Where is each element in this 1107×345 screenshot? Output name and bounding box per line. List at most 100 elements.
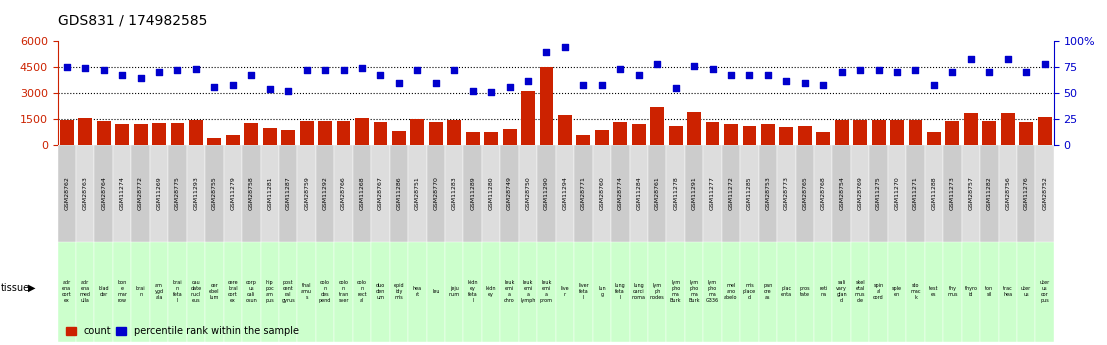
Point (815, 82, 832, 88)
Bar (558, 115, 572, 145)
Bar (777, 145, 796, 242)
Bar (592, 145, 611, 242)
Bar (556, 145, 575, 242)
Bar (630, 241, 648, 342)
Bar (943, 241, 962, 342)
Bar (724, 124, 738, 145)
Point (575, 82, 592, 88)
Text: GSM28759: GSM28759 (304, 176, 309, 210)
Text: sto
mac
k: sto mac k (910, 283, 921, 300)
Text: GSM28764: GSM28764 (101, 176, 106, 210)
Bar (982, 120, 996, 145)
Text: ▶: ▶ (28, 283, 35, 293)
Text: brai
n
feta
l: brai n feta l (173, 280, 183, 303)
Bar (1017, 241, 1035, 342)
Bar (869, 241, 888, 342)
Point (224, 82, 241, 88)
Text: GSM11274: GSM11274 (120, 176, 125, 210)
Bar (575, 145, 592, 242)
Text: GSM28763: GSM28763 (83, 176, 87, 210)
Bar (630, 145, 648, 242)
Bar (869, 145, 888, 242)
Bar (924, 145, 943, 242)
Text: GSM28766: GSM28766 (341, 176, 346, 210)
Bar (149, 241, 168, 342)
Text: GSM11275: GSM11275 (876, 176, 881, 210)
Bar (242, 241, 260, 342)
Bar (666, 241, 685, 342)
Text: GSM28775: GSM28775 (175, 176, 180, 210)
Text: thyro
id: thyro id (964, 286, 977, 297)
Bar (556, 241, 575, 342)
Text: GSM28749: GSM28749 (507, 176, 513, 210)
Text: GSM11288: GSM11288 (931, 176, 937, 210)
Text: adr
ena
cort
ex: adr ena cort ex (62, 280, 72, 303)
Text: GSM28750: GSM28750 (526, 176, 530, 210)
Bar (758, 241, 777, 342)
Bar (79, 118, 92, 145)
Bar (648, 145, 666, 242)
Bar (1035, 241, 1054, 342)
Point (261, 86, 279, 92)
Point (741, 72, 758, 77)
Bar (300, 121, 313, 145)
Text: kidn
ey: kidn ey (486, 286, 496, 297)
Bar (205, 241, 224, 342)
Bar (632, 124, 645, 145)
Text: GSM28760: GSM28760 (599, 176, 604, 210)
Bar (890, 120, 904, 145)
Bar (575, 241, 592, 342)
Point (353, 66, 371, 71)
Bar (613, 122, 628, 145)
Bar (464, 145, 482, 242)
Bar (260, 241, 279, 342)
Bar (408, 241, 426, 342)
Point (445, 68, 463, 73)
Bar (96, 121, 111, 145)
Text: GSM11281: GSM11281 (267, 176, 272, 210)
Text: leuk
emi
a
prom: leuk emi a prom (540, 280, 554, 303)
Text: thal
amu
s: thal amu s (301, 283, 312, 300)
Text: test
es: test es (929, 286, 939, 297)
Bar (58, 241, 76, 342)
Text: GSM11272: GSM11272 (728, 176, 734, 210)
Text: GSM28767: GSM28767 (377, 176, 383, 210)
Text: lym
pho
ma
Burk: lym pho ma Burk (689, 280, 700, 303)
Bar (741, 145, 758, 242)
Bar (76, 241, 94, 342)
Bar (94, 241, 113, 342)
Text: lun
g: lun g (598, 286, 606, 297)
Bar (76, 145, 94, 242)
Text: GSM28758: GSM28758 (249, 176, 254, 210)
Text: trac
hea: trac hea (1003, 286, 1013, 297)
Text: GSM11273: GSM11273 (950, 176, 955, 210)
Text: GSM11293: GSM11293 (194, 176, 198, 210)
Bar (519, 241, 537, 342)
Bar (464, 241, 482, 342)
Bar (611, 241, 630, 342)
Point (113, 72, 131, 77)
Text: GSM28765: GSM28765 (803, 176, 807, 210)
Text: bon
e
mar
row: bon e mar row (117, 280, 127, 303)
Bar (980, 145, 999, 242)
Text: spin
al
cord: spin al cord (873, 283, 884, 300)
Bar (1017, 145, 1035, 242)
Point (593, 82, 611, 88)
Text: plac
enta: plac enta (780, 286, 792, 297)
Text: GSM11291: GSM11291 (692, 176, 696, 210)
Bar (205, 145, 224, 242)
Point (870, 68, 888, 73)
Text: GSM11269: GSM11269 (156, 176, 162, 210)
Bar (945, 121, 960, 145)
Bar (149, 145, 168, 242)
Bar (907, 145, 924, 242)
Text: GSM28771: GSM28771 (581, 176, 586, 210)
Point (279, 88, 297, 94)
Bar (816, 132, 830, 145)
Text: lym
ph
nodes: lym ph nodes (650, 283, 664, 300)
Bar (168, 241, 187, 342)
Text: GSM28753: GSM28753 (765, 176, 770, 210)
Bar (962, 241, 980, 342)
Point (630, 72, 648, 77)
Bar (207, 138, 221, 145)
